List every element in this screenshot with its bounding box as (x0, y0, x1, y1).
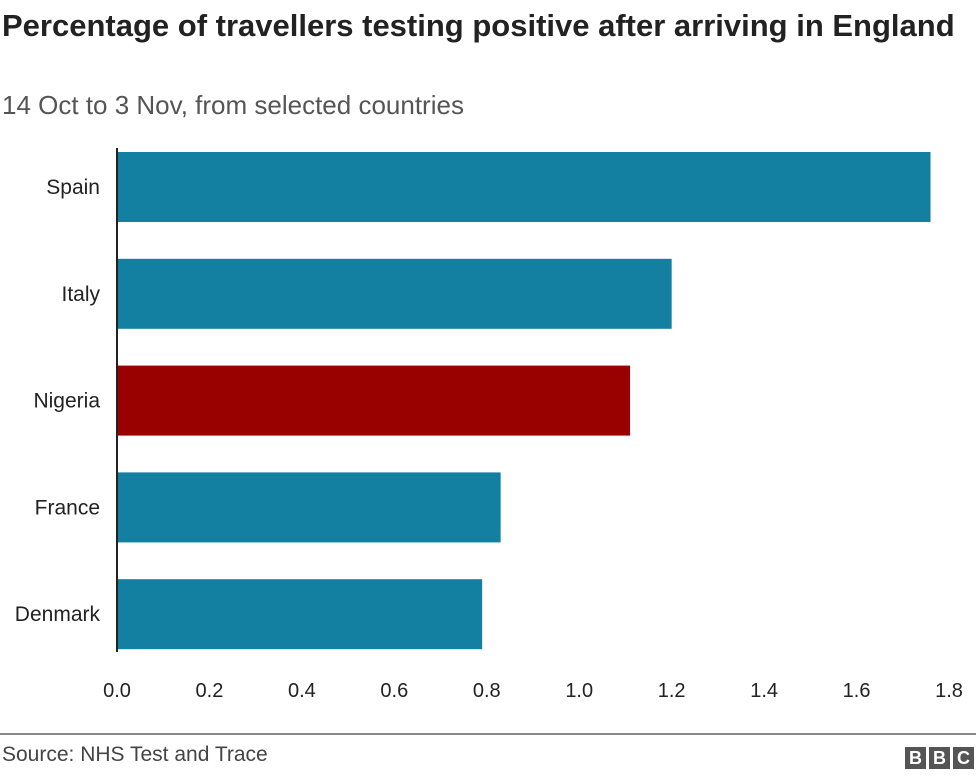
category-label: Italy (61, 283, 100, 306)
x-tick-label: 1.8 (935, 680, 963, 702)
x-tick-label: 0.2 (196, 680, 224, 702)
footer-divider (0, 733, 976, 735)
x-tick-label: 0.8 (473, 680, 501, 702)
x-tick-label: 1.2 (658, 680, 686, 702)
bbc-logo: B B C (905, 747, 974, 769)
bar-france (117, 472, 501, 543)
bbc-logo-letter: B (905, 747, 926, 769)
bar-denmark (117, 579, 483, 650)
category-label: Denmark (15, 603, 101, 626)
chart-title: Percentage of travellers testing positiv… (2, 8, 955, 43)
x-tick-label: 1.0 (565, 680, 593, 702)
x-tick-label: 0.6 (380, 680, 408, 702)
source-note: Source: NHS Test and Trace (2, 743, 268, 766)
category-label: France (35, 496, 100, 519)
bbc-logo-letter: B (929, 747, 950, 769)
x-tick-label: 1.4 (750, 680, 778, 702)
chart-subtitle: 14 Oct to 3 Nov, from selected countries (2, 90, 464, 120)
bbc-logo-letter: C (953, 747, 974, 769)
category-label: Spain (46, 176, 100, 199)
bar-nigeria (117, 365, 631, 436)
x-tick-label: 0.0 (103, 680, 131, 702)
bar-chart: Spain Italy Nigeria France Denmark 0.0 0.2 0.4 0… (15, 148, 963, 702)
x-tick-label: 0.4 (288, 680, 316, 702)
bar-italy (117, 258, 672, 329)
x-tick-label: 1.6 (843, 680, 871, 702)
bar-spain (117, 152, 931, 222)
category-label: Nigeria (33, 390, 100, 413)
